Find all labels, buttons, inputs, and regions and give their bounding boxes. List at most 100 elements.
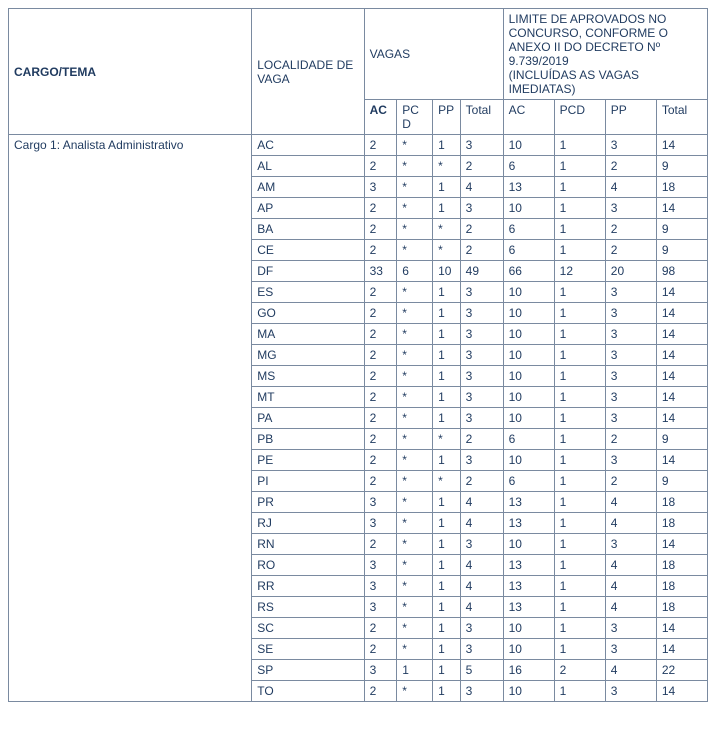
cell-total: 2	[460, 219, 503, 240]
cell-total: 4	[460, 492, 503, 513]
cell-limite-pcd: 1	[554, 555, 605, 576]
cell-localidade: BA	[252, 219, 364, 240]
cell-ac: 2	[364, 639, 397, 660]
cell-limite-ac: 10	[503, 303, 554, 324]
cell-limite-pcd: 1	[554, 450, 605, 471]
cell-limite-total: 14	[656, 198, 707, 219]
cell-ac: 2	[364, 282, 397, 303]
cell-limite-pp: 2	[605, 471, 656, 492]
cell-limite-ac: 10	[503, 282, 554, 303]
cell-limite-pcd: 1	[554, 366, 605, 387]
cell-ac: 3	[364, 177, 397, 198]
cell-pcd: *	[397, 408, 433, 429]
cell-limite-ac: 10	[503, 408, 554, 429]
cell-pcd: *	[397, 534, 433, 555]
subhead-total: Total	[460, 100, 503, 135]
cell-pcd: *	[397, 639, 433, 660]
cell-limite-total: 14	[656, 639, 707, 660]
cell-ac: 2	[364, 135, 397, 156]
cell-limite-pcd: 1	[554, 177, 605, 198]
cell-limite-ac: 10	[503, 324, 554, 345]
cell-limite-pp: 3	[605, 450, 656, 471]
table-body: Cargo 1: Analista AdministrativoAC2*1310…	[9, 135, 708, 702]
cell-total: 3	[460, 450, 503, 471]
cell-pp: 1	[433, 324, 461, 345]
cell-total: 3	[460, 324, 503, 345]
cell-localidade: TO	[252, 681, 364, 702]
cell-pp: *	[433, 471, 461, 492]
subhead-ac: AC	[364, 100, 397, 135]
cargo-cell: Cargo 1: Analista Administrativo	[9, 135, 252, 702]
cell-ac: 2	[364, 471, 397, 492]
cell-limite-total: 14	[656, 135, 707, 156]
cell-limite-total: 9	[656, 429, 707, 450]
cell-limite-total: 14	[656, 345, 707, 366]
cell-limite-total: 18	[656, 555, 707, 576]
cell-pcd: 1	[397, 660, 433, 681]
cell-localidade: RS	[252, 597, 364, 618]
cell-limite-pp: 3	[605, 639, 656, 660]
cell-total: 3	[460, 198, 503, 219]
cell-localidade: PR	[252, 492, 364, 513]
cell-total: 3	[460, 534, 503, 555]
cell-limite-ac: 10	[503, 198, 554, 219]
cell-total: 3	[460, 618, 503, 639]
cell-localidade: AC	[252, 135, 364, 156]
cell-limite-pcd: 1	[554, 198, 605, 219]
cell-pcd: *	[397, 618, 433, 639]
cell-limite-pp: 2	[605, 219, 656, 240]
cell-limite-ac: 16	[503, 660, 554, 681]
cell-total: 49	[460, 261, 503, 282]
cell-pp: 1	[433, 513, 461, 534]
cell-limite-total: 18	[656, 576, 707, 597]
cell-localidade: CE	[252, 240, 364, 261]
subhead-pcd: PCD	[397, 100, 433, 135]
cell-total: 4	[460, 177, 503, 198]
cell-limite-pp: 4	[605, 492, 656, 513]
cell-limite-total: 14	[656, 324, 707, 345]
cell-pp: 1	[433, 618, 461, 639]
subhead-pp: PP	[433, 100, 461, 135]
header-cargo: CARGO/TEMA	[9, 9, 252, 135]
cell-limite-pp: 3	[605, 534, 656, 555]
cell-ac: 2	[364, 534, 397, 555]
cell-pcd: *	[397, 177, 433, 198]
cell-ac: 3	[364, 660, 397, 681]
cell-limite-pcd: 1	[554, 240, 605, 261]
cell-localidade: RR	[252, 576, 364, 597]
cell-total: 4	[460, 597, 503, 618]
cell-limite-pcd: 1	[554, 303, 605, 324]
cell-limite-ac: 6	[503, 156, 554, 177]
cell-limite-ac: 6	[503, 240, 554, 261]
cell-localidade: DF	[252, 261, 364, 282]
cell-limite-pp: 3	[605, 618, 656, 639]
cell-total: 3	[460, 387, 503, 408]
cell-total: 4	[460, 576, 503, 597]
cell-pcd: *	[397, 303, 433, 324]
cell-ac: 2	[364, 681, 397, 702]
cell-limite-pcd: 1	[554, 429, 605, 450]
cell-limite-total: 98	[656, 261, 707, 282]
cell-limite-ac: 6	[503, 429, 554, 450]
cell-ac: 2	[364, 450, 397, 471]
cell-limite-pcd: 1	[554, 576, 605, 597]
cell-pcd: *	[397, 471, 433, 492]
cell-limite-pcd: 1	[554, 492, 605, 513]
cell-pcd: *	[397, 345, 433, 366]
cell-limite-ac: 10	[503, 366, 554, 387]
cell-total: 3	[460, 681, 503, 702]
cell-limite-total: 14	[656, 387, 707, 408]
cell-ac: 2	[364, 618, 397, 639]
cell-limite-ac: 10	[503, 639, 554, 660]
cell-limite-pcd: 1	[554, 219, 605, 240]
cell-limite-total: 14	[656, 618, 707, 639]
cell-pcd: *	[397, 282, 433, 303]
cell-ac: 2	[364, 324, 397, 345]
cell-pp: 1	[433, 492, 461, 513]
cell-ac: 2	[364, 240, 397, 261]
cell-total: 3	[460, 408, 503, 429]
cell-pp: 1	[433, 681, 461, 702]
cell-limite-ac: 10	[503, 681, 554, 702]
cell-localidade: MS	[252, 366, 364, 387]
cell-limite-ac: 13	[503, 513, 554, 534]
